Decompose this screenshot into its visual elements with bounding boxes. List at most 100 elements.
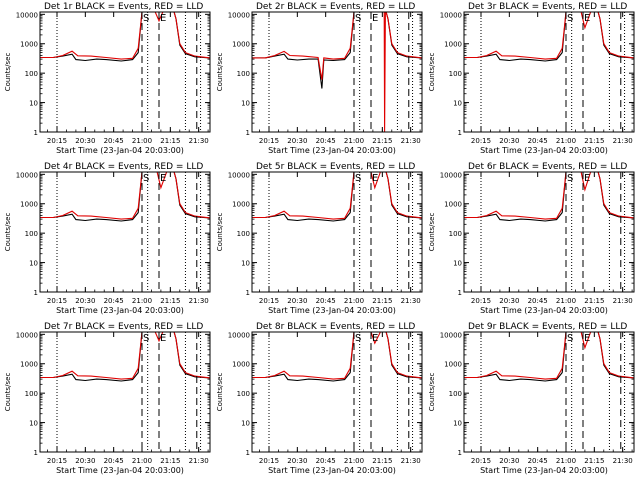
x-tick-label: 21:00 [556,457,576,465]
y-axis-label: Counts/sec [4,373,12,412]
y-tick-label: 10 [453,420,462,428]
x-tick-label: 21:15 [160,137,180,145]
end-marker: E [160,173,166,184]
x-tick-label: 20:15 [471,137,491,145]
y-axis-label: Counts/sec [4,213,12,252]
y-tick-label: 1 [246,449,250,457]
x-axis-label: Start Time (23-Jan-04 20:03:00) [56,466,184,475]
detector-panel: Det 4r BLACK = Events, RED = LLD Counts/s… [4,162,211,315]
y-tick-label: 1 [34,289,38,297]
y-tick-label: 100 [449,70,462,78]
y-tick-label: 1000 [20,361,38,369]
y-axis-label: Counts/sec [428,53,436,92]
panel-title: Det 9r BLACK = Events, RED = LLD [468,322,627,332]
panel-title: Det 1r BLACK = Events, RED = LLD [44,2,203,12]
start-marker: S [355,173,361,184]
y-tick-label: 1 [34,449,38,457]
x-tick-label: 21:15 [160,297,180,305]
x-tick-label: 20:45 [316,297,336,305]
detector-panel: Det 2r BLACK = Events, RED = LLD Counts/s… [216,2,423,155]
x-tick-label: 20:15 [47,137,67,145]
events-series-line [252,172,422,222]
y-tick-label: 10000 [16,171,38,179]
y-tick-label: 1 [458,289,462,297]
x-tick-label: 21:15 [372,137,392,145]
start-marker: S [143,333,149,344]
end-marker: E [160,13,166,24]
x-tick-label: 21:30 [613,297,633,305]
plot-frame [251,11,423,133]
y-tick-label: 10000 [440,331,462,339]
x-tick-label: 21:00 [132,457,152,465]
x-axis-label: Start Time (23-Jan-04 20:03:00) [268,306,396,315]
plot-frame [251,171,423,293]
events-series-line [464,12,634,62]
x-tick-label: 20:45 [104,457,124,465]
y-tick-label: 10 [453,260,462,268]
y-tick-label: 1 [458,449,462,457]
x-tick-label: 20:30 [499,137,519,145]
plot-frame [463,11,635,133]
x-tick-label: 20:30 [287,137,307,145]
x-tick-label: 21:30 [189,137,209,145]
lld-series-line [40,12,210,60]
y-tick-label: 1000 [444,41,462,49]
y-tick-label: 10000 [440,171,462,179]
start-marker: S [567,13,573,24]
start-marker: S [143,173,149,184]
y-tick-label: 1 [246,289,250,297]
y-axis-label: Counts/sec [428,373,436,412]
x-tick-label: 20:45 [104,137,124,145]
x-tick-label: 20:30 [287,457,307,465]
y-tick-label: 100 [25,390,38,398]
x-tick-label: 21:15 [584,137,604,145]
x-axis-label: Start Time (23-Jan-04 20:03:00) [480,146,608,155]
x-tick-label: 21:30 [401,297,421,305]
y-tick-label: 10000 [228,331,250,339]
end-marker: E [584,13,590,24]
detector-panel: Det 9r BLACK = Events, RED = LLD Counts/s… [428,322,635,475]
detector-panel: Det 5r BLACK = Events, RED = LLD Counts/s… [216,162,423,315]
events-series-line [40,172,210,222]
events-series-line [464,332,634,382]
panel-title: Det 8r BLACK = Events, RED = LLD [256,322,415,332]
events-series-line [40,332,210,382]
lld-series-line [252,332,422,380]
y-tick-label: 10 [453,100,462,108]
x-tick-label: 21:30 [613,457,633,465]
y-tick-label: 100 [449,230,462,238]
x-tick-label: 21:15 [160,457,180,465]
x-axis-label: Start Time (23-Jan-04 20:03:00) [56,146,184,155]
y-axis-label: Counts/sec [216,373,224,412]
x-tick-label: 20:30 [75,457,95,465]
y-tick-label: 1000 [232,201,250,209]
x-tick-label: 20:30 [499,457,519,465]
y-tick-label: 10000 [440,11,462,19]
y-tick-label: 10000 [16,331,38,339]
detector-panel: Det 7r BLACK = Events, RED = LLD Counts/s… [4,322,211,475]
plot-frame [251,331,423,453]
end-marker: E [372,13,378,24]
y-tick-label: 1 [246,129,250,137]
y-axis-label: Counts/sec [428,213,436,252]
x-tick-label: 21:30 [401,457,421,465]
x-tick-label: 20:45 [104,297,124,305]
detector-panel: Det 3r BLACK = Events, RED = LLD Counts/s… [428,2,635,155]
start-marker: S [355,333,361,344]
panel-title: Det 3r BLACK = Events, RED = LLD [468,2,627,12]
detector-panel: Det 6r BLACK = Events, RED = LLD Counts/s… [428,162,635,315]
plot-frame [463,331,635,453]
y-tick-label: 1 [34,129,38,137]
y-tick-label: 10 [29,100,38,108]
y-tick-label: 1000 [444,201,462,209]
plot-frame [39,171,211,293]
x-tick-label: 20:15 [471,297,491,305]
y-tick-label: 10 [241,420,250,428]
x-tick-label: 21:30 [401,137,421,145]
x-tick-label: 20:45 [316,457,336,465]
x-tick-label: 21:00 [132,137,152,145]
panel-title: Det 7r BLACK = Events, RED = LLD [44,322,203,332]
detector-panel: Det 8r BLACK = Events, RED = LLD Counts/s… [216,322,423,475]
x-tick-label: 21:30 [613,137,633,145]
y-tick-label: 10000 [228,171,250,179]
